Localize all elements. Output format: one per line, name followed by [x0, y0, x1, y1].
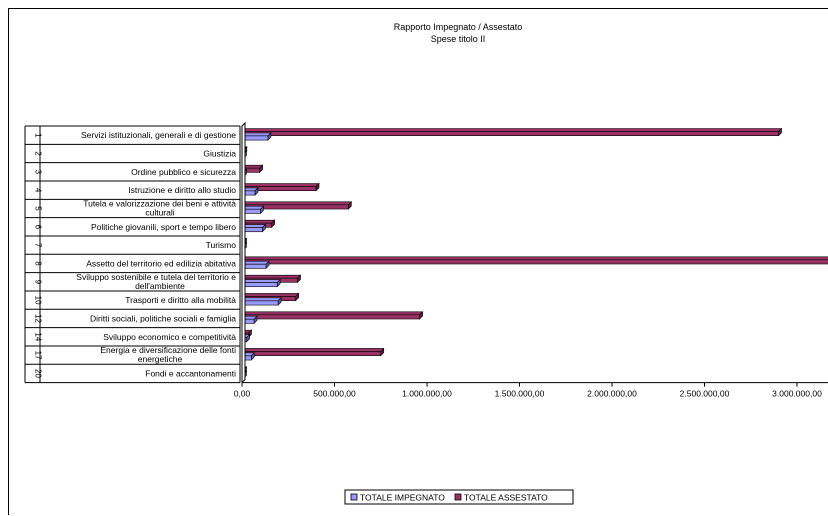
category-label: Tutela e valorizzazione dei beni e attiv… — [83, 198, 236, 208]
category-label: Trasporti e diritto alla mobilità — [125, 295, 236, 305]
bar-impegnato — [241, 260, 270, 270]
category-number: 20 — [34, 369, 43, 378]
category-label: Sviluppo sostenibile e tutela del territ… — [76, 272, 236, 282]
bar-marks — [241, 127, 828, 380]
bar-assestato — [241, 127, 783, 137]
category-number: 4 — [34, 188, 43, 193]
x-tick-label: 1.000.000,00 — [402, 389, 452, 399]
category-number: 9 — [34, 280, 43, 285]
category-label: Ordine pubblico e sicurezza — [131, 167, 236, 177]
x-tick-label: 3.000.000,00 — [772, 389, 822, 399]
x-tick-label: 2.500.000,00 — [680, 389, 730, 399]
bar-impegnato — [241, 205, 265, 215]
bar-assestato — [241, 256, 828, 265]
x-tick-label: 1.500.000,00 — [495, 389, 545, 399]
category-label: Assetto del territorio ed edilizia abita… — [86, 258, 236, 268]
legend-entry: TOTALE IMPEGNATO — [360, 493, 445, 503]
bar-assestato — [241, 347, 385, 357]
chart-frame: Rapporto Impegnato / Assestato Spese tit… — [8, 8, 828, 515]
bar-impegnato — [241, 278, 281, 288]
category-number: 8 — [34, 261, 43, 266]
x-tick-label: 0,00 — [234, 389, 251, 399]
category-number: 5 — [34, 206, 43, 211]
category-label-line2: energetiche — [138, 354, 183, 364]
category-label: Fondi e accantonamenti — [145, 368, 236, 378]
category-label: Servizi istituzionali, generali e di ges… — [81, 130, 236, 140]
category-label: Sviluppo economico e competitività — [103, 332, 236, 342]
category-label-line2: dell'ambiente — [135, 281, 185, 291]
legend-swatch — [350, 493, 358, 501]
x-tick-label: 500.000,00 — [313, 389, 356, 399]
chart-title: Rapporto Impegnato / Assestato — [394, 22, 523, 32]
category-label: Giustizia — [203, 148, 236, 158]
category-number: 6 — [34, 225, 43, 230]
category-number: 12 — [34, 314, 43, 323]
category-label: Energia e diversificazione delle fonti — [100, 345, 236, 355]
category-number: 1 — [34, 133, 43, 138]
bar-assestato — [241, 164, 264, 174]
axis-wall — [241, 121, 246, 384]
category-number: 17 — [34, 351, 43, 360]
legend-swatch — [454, 493, 462, 501]
category-number: 3 — [34, 170, 43, 175]
bar-impegnato — [241, 132, 272, 141]
category-label: Turismo — [206, 240, 237, 250]
category-label: Istruzione e diritto allo studio — [128, 185, 236, 195]
bar-impegnato — [241, 223, 267, 233]
x-tick-label: 2.000.000,00 — [587, 389, 637, 399]
category-number: 10 — [34, 296, 43, 305]
legend-entry: TOTALE ASSESTATO — [464, 493, 548, 503]
category-number: 14 — [34, 332, 43, 341]
x-axis: 0,00 500.000,00 1.000.000,00 1.500.000,00 2.… — [234, 121, 828, 399]
category-number: 2 — [34, 151, 43, 156]
chart-subtitle: Spese titolo II — [431, 34, 486, 44]
legend: TOTALE IMPEGNATO TOTALE ASSESTATO — [344, 489, 574, 505]
bar-chart: Rapporto Impegnato / Assestato Spese tit… — [24, 22, 828, 505]
category-table: 1 Servizi istituzionali, generali e di ge… — [24, 125, 241, 384]
category-label: Diritti sociali, politiche sociali e fam… — [90, 313, 236, 323]
bar-impegnato — [241, 315, 258, 325]
bar-assestato — [241, 311, 424, 320]
category-number: 7 — [34, 243, 43, 248]
category-label-line2: culturali — [145, 207, 174, 217]
category-label: Politiche giovanili, sport e tempo liber… — [91, 222, 236, 232]
bar-impegnato — [241, 297, 282, 306]
